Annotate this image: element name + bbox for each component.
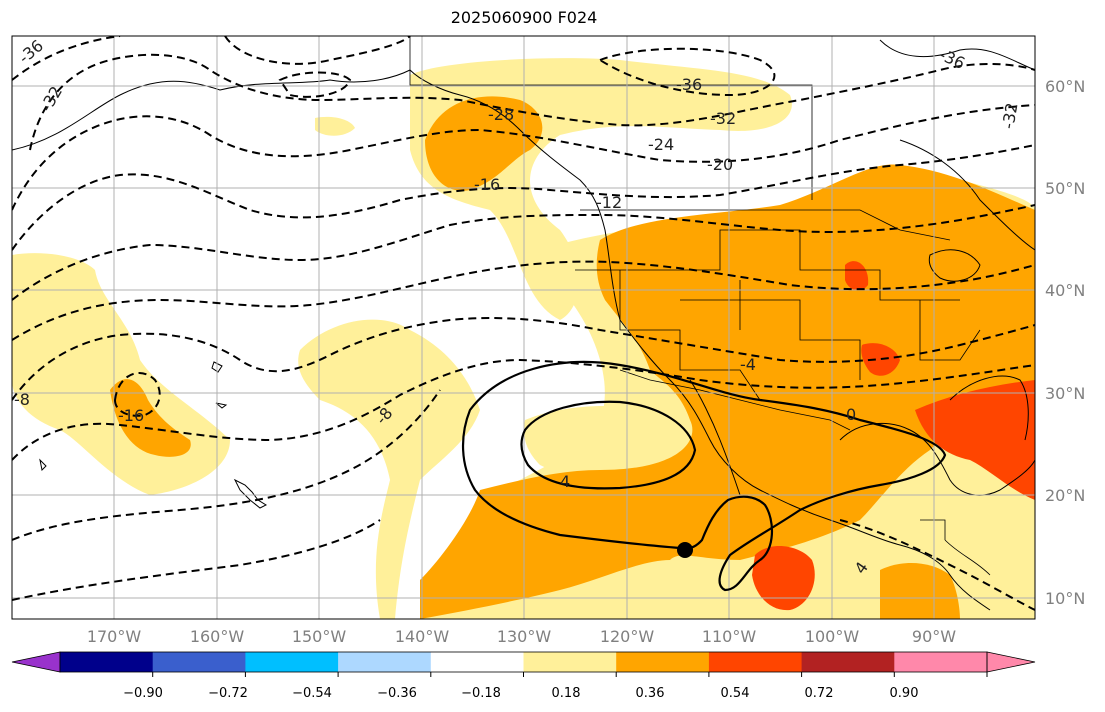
colorbar-tick-label: −0.18: [461, 686, 501, 701]
shading-0.36-0.54: [110, 96, 1035, 619]
map-title: 2025060900 F024: [450, 8, 598, 27]
political-borders: [409, 36, 991, 576]
contour-label: 4: [560, 472, 570, 491]
lon-label: 150°W: [292, 627, 347, 646]
lat-label: 30°N: [1045, 384, 1085, 403]
contour-label: -20: [707, 155, 733, 174]
negative-contours: [12, 36, 1035, 611]
longitude-labels: 170°W 160°W 150°W 140°W 130°W 120°W 110°…: [87, 627, 956, 646]
colorbar-bin: [430, 652, 524, 672]
colorbar-bin: [801, 652, 895, 672]
colorbar-bin: [894, 652, 988, 672]
contour-label: -32: [998, 101, 1021, 130]
colorbar-tick-label: −0.54: [292, 686, 332, 701]
colorbar-tick-label: 0.18: [552, 686, 581, 701]
lon-label: 120°W: [600, 627, 655, 646]
lat-label: 50°N: [1045, 179, 1085, 198]
colorbar-ticks: [152, 672, 988, 677]
colorbar-segments: [11, 651, 1036, 673]
latitude-labels: 60°N 50°N 40°N 30°N 20°N 10°N: [1045, 77, 1085, 608]
lat-label: 10°N: [1045, 589, 1085, 608]
contour-label: -4: [740, 355, 756, 374]
lon-label: 90°W: [912, 627, 956, 646]
lon-label: 100°W: [805, 627, 860, 646]
colorbar-bin: [523, 652, 617, 672]
lat-label: 20°N: [1045, 486, 1085, 505]
colorbar-bin: [616, 652, 710, 672]
contour-label: -12: [596, 193, 622, 212]
contour-label: -32: [710, 109, 736, 128]
colorbar-bin: [60, 652, 154, 672]
colorbar-bin: [245, 652, 339, 672]
low-center-marker: [677, 542, 693, 558]
contour-label: 0: [846, 405, 856, 424]
lon-label: 130°W: [497, 627, 552, 646]
colorbar-over-triangle: [986, 651, 1036, 673]
colorbar-tick-label: −0.90: [123, 686, 163, 701]
map-content: [12, 36, 1035, 619]
contour-label: -36: [676, 75, 702, 94]
contour-label: -8: [14, 390, 30, 409]
contour-label: -28: [488, 105, 514, 124]
colorbar-tick-label: 0.36: [636, 686, 665, 701]
colorbar-tick-label: 0.54: [721, 686, 750, 701]
contour-label: -24: [648, 135, 674, 154]
contour-label: -16: [474, 175, 500, 194]
colorbar-tick-label: −0.36: [377, 686, 417, 701]
colorbar-bin: [338, 652, 432, 672]
lon-label: 170°W: [87, 627, 142, 646]
lon-label: 160°W: [190, 627, 245, 646]
colorbar-tick-label: −0.72: [208, 686, 248, 701]
colorbar-bin: [708, 652, 803, 672]
map-frame: [11, 35, 1036, 620]
colorbar-tick-label: 0.72: [805, 686, 834, 701]
positive-contours: [462, 360, 947, 592]
lat-label: 60°N: [1045, 77, 1085, 96]
colorbar: −0.90 −0.72 −0.54 −0.36 −0.18 0.18 0.36 …: [11, 651, 1036, 701]
shading-0.54-0.72: [752, 261, 1035, 611]
colorbar-tick-label: 0.90: [890, 686, 919, 701]
lat-label: 40°N: [1045, 281, 1085, 300]
contour-label: -16: [118, 406, 144, 425]
lon-label: 110°W: [702, 627, 757, 646]
lon-label: 140°W: [395, 627, 450, 646]
colorbar-bin: [152, 652, 246, 672]
colorbar-under-triangle: [11, 651, 61, 673]
